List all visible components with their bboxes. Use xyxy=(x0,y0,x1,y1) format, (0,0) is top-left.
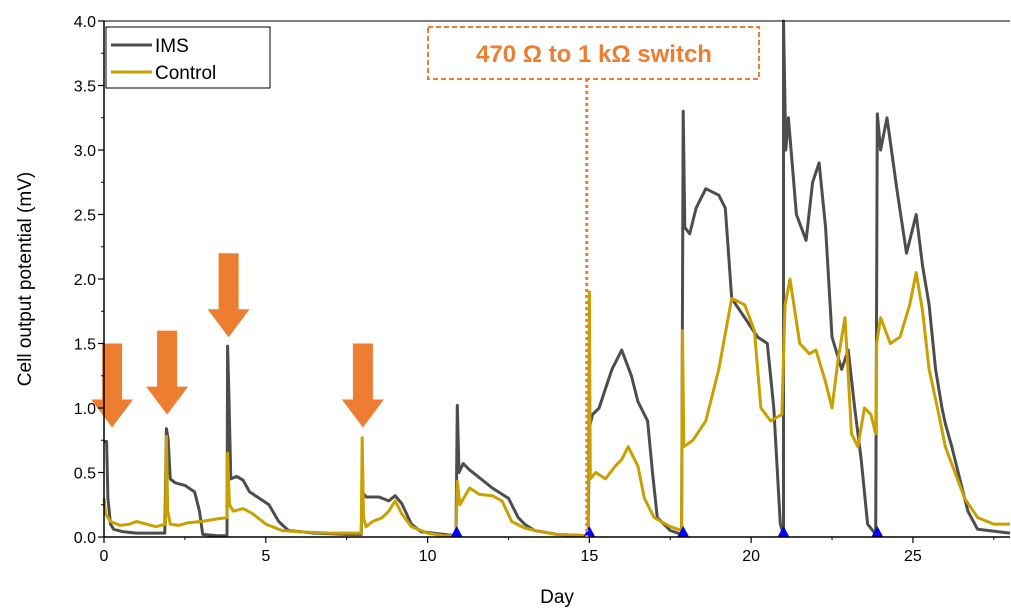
y-tick-label-7: 3.5 xyxy=(74,79,96,96)
switch-annotation: 470 Ω to 1 kΩ switch xyxy=(427,26,760,537)
triangle-marker-3 xyxy=(677,526,690,537)
triangle-marker-4 xyxy=(777,526,790,537)
legend-label-control: Control xyxy=(155,63,216,84)
series-line-ims xyxy=(104,19,1011,538)
y-tick-label-3: 1.5 xyxy=(74,337,96,354)
y-axis-title: Cell output potential (mV) xyxy=(15,172,36,386)
legend-label-ims: IMS xyxy=(155,36,189,57)
triangle-marker-2 xyxy=(583,526,596,537)
legend: IMS Control xyxy=(105,26,271,89)
y-tick-label-4: 2.0 xyxy=(74,272,96,289)
x-tick-label-15: 15 xyxy=(580,548,598,565)
y-tick-label-8: 4.0 xyxy=(74,14,96,31)
ticks: 0 5 10 15 20 25 0.0 0.5 1.0 1.5 2.0 2.5 3.0 3.5 4.0 xyxy=(74,14,995,565)
y-tick-label-0: 0.0 xyxy=(74,530,96,547)
axes xyxy=(103,20,1010,538)
triangle-marker-1 xyxy=(450,526,463,537)
x-tick-label-20: 20 xyxy=(742,548,760,565)
annotation-box xyxy=(427,26,760,80)
x-axis-title: Day xyxy=(540,587,574,608)
down-arrow-2 xyxy=(146,330,189,415)
down-arrow-1 xyxy=(91,343,134,428)
x-tick-label-0: 0 xyxy=(100,548,109,565)
down-arrow-3 xyxy=(207,253,250,338)
y-tick-label-1: 0.5 xyxy=(74,466,96,483)
y-tick-label-2: 1.0 xyxy=(74,401,96,418)
y-tick-label-5: 2.5 xyxy=(74,208,96,225)
legend-box xyxy=(105,26,271,89)
x-tick-label-10: 10 xyxy=(419,548,437,565)
arrows xyxy=(91,253,384,428)
series-line-control xyxy=(102,271,1010,538)
x-tick-label-5: 5 xyxy=(261,548,270,565)
triangle-marker-5 xyxy=(871,526,884,537)
y-tick-label-6: 3.0 xyxy=(74,143,96,160)
x-tick-label-25: 25 xyxy=(904,548,922,565)
triangle-markers xyxy=(450,526,884,537)
annotation-label: 470 Ω to 1 kΩ switch xyxy=(476,41,712,68)
down-arrow-4 xyxy=(341,343,384,428)
plot-lines xyxy=(102,19,1011,538)
